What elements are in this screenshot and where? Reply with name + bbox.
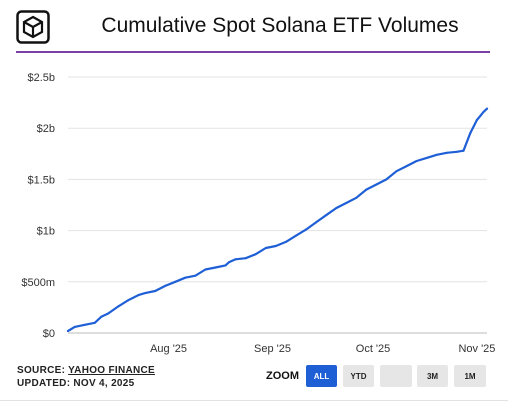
source-link[interactable]: YAHOO FINANCE — [68, 365, 155, 376]
zoom-all-button[interactable]: ALL — [306, 365, 337, 387]
data-point — [395, 170, 398, 173]
data-point — [479, 114, 482, 117]
data-point — [385, 178, 388, 181]
series-line — [66, 107, 489, 333]
data-point — [469, 132, 472, 135]
x-tick-label: Nov '25 — [458, 343, 495, 355]
data-point — [214, 266, 217, 269]
source-prefix: SOURCE: — [17, 365, 69, 376]
zoom-blank-button[interactable] — [380, 365, 412, 387]
data-point — [365, 188, 368, 191]
data-point — [284, 240, 287, 243]
chart-footer: SOURCE: YAHOO FINANCE UPDATED: NOV 4, 20… — [0, 360, 508, 406]
zoom-3m-button[interactable]: 3M — [417, 365, 448, 387]
data-point — [335, 207, 338, 210]
data-point — [137, 294, 140, 297]
data-point — [486, 107, 488, 110]
data-point — [174, 280, 177, 283]
line-chart: $0 $500m $1b $1.5b $2b $2.5b Aug '25 Sep '25 Oc… — [21, 72, 495, 355]
data-point — [274, 244, 277, 247]
y-tick-label: $0 — [43, 328, 55, 340]
updated-date: UPDATED: NOV 4, 2025 — [17, 378, 135, 389]
data-point — [435, 153, 438, 156]
data-point — [475, 119, 478, 122]
y-tick-label: $1.5b — [27, 174, 55, 186]
y-tick-label: $500m — [21, 277, 55, 289]
data-point — [194, 274, 197, 277]
data-point — [254, 253, 257, 256]
data-point — [355, 196, 358, 199]
data-point — [144, 292, 147, 295]
data-point — [294, 234, 297, 237]
data-point — [107, 312, 110, 315]
x-tick-label: Oct '25 — [356, 343, 391, 355]
data-point — [67, 329, 69, 332]
data-point — [482, 110, 485, 113]
y-tick-label: $1b — [37, 226, 55, 238]
y-tick-label: $2.5b — [27, 72, 55, 84]
data-point — [83, 323, 86, 326]
y-tick-label: $2b — [37, 123, 55, 135]
zoom-label: ZOOM — [266, 370, 299, 382]
data-point — [445, 151, 448, 154]
data-point — [315, 221, 318, 224]
zoom-1m-button[interactable]: 1M — [454, 365, 486, 387]
data-point — [154, 290, 157, 293]
data-point — [164, 284, 167, 287]
data-point — [204, 268, 207, 271]
data-point — [73, 325, 76, 328]
data-point — [93, 321, 96, 324]
cube-logo-icon — [16, 10, 50, 44]
source-block: SOURCE: YAHOO FINANCE UPDATED: NOV 4, 20… — [17, 364, 155, 390]
chart-title: Cumulative Spot Solana ETF Volumes — [101, 14, 459, 37]
data-point — [325, 214, 328, 217]
zoom-ytd-button[interactable]: YTD — [343, 365, 374, 387]
data-point — [264, 247, 267, 250]
data-point — [100, 315, 103, 318]
data-point — [234, 258, 237, 261]
data-point — [117, 305, 120, 308]
data-point — [304, 228, 307, 231]
data-point — [224, 264, 227, 267]
data-point — [184, 276, 187, 279]
data-point — [405, 165, 408, 168]
data-point — [127, 299, 130, 302]
title-divider — [16, 51, 490, 53]
data-point — [462, 149, 465, 152]
x-tick-label: Sep '25 — [254, 343, 291, 355]
data-point — [425, 156, 428, 159]
data-point — [455, 150, 458, 153]
data-point — [375, 183, 378, 186]
data-point — [415, 159, 418, 162]
data-point — [227, 261, 230, 264]
data-point — [345, 201, 348, 204]
x-tick-label: Aug '25 — [150, 343, 187, 355]
data-point — [244, 257, 247, 260]
bottom-divider — [0, 400, 508, 407]
chart-header: Cumulative Spot Solana ETF Volumes — [0, 0, 508, 54]
